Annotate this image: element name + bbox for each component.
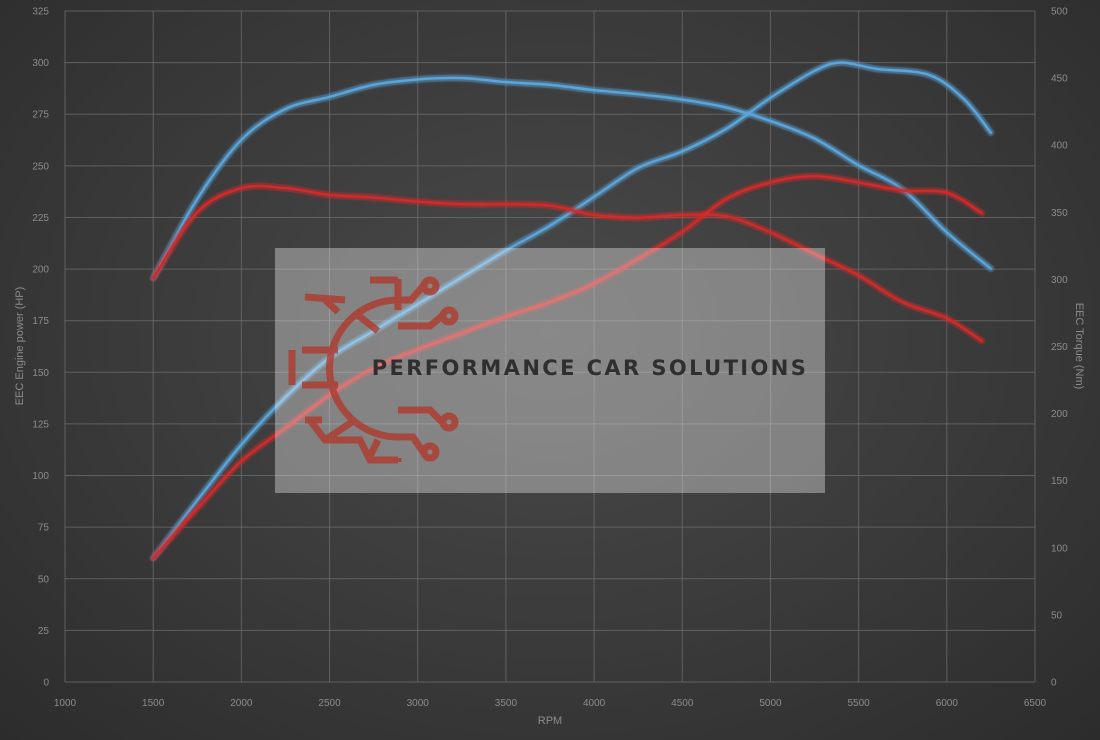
y-left-tick-label: 50: [38, 574, 50, 585]
y-right-tick-label: 500: [1051, 7, 1068, 18]
x-axis-ticks: 1000 1500 2000 2500 3000 3500 4000 4500 5000 5500…: [54, 698, 1047, 709]
y-right-tick-label: 150: [1051, 476, 1068, 487]
x-tick-label: 3000: [407, 698, 430, 709]
x-tick-label: 5500: [848, 698, 871, 709]
gear-circuit-logo-icon: [288, 276, 459, 464]
y-left-tick-label: 0: [43, 678, 49, 689]
y-right-tick-label: 400: [1051, 141, 1068, 152]
y-right-tick-label: 200: [1051, 409, 1068, 420]
y-left-tick-label: 275: [32, 110, 49, 121]
y-left-tick-label: 200: [32, 265, 49, 276]
y-right-tick-label: 450: [1051, 74, 1068, 85]
y-right-axis-title: EEC Torque (Nm): [1073, 303, 1085, 390]
x-tick-label: 1500: [142, 698, 165, 709]
y-right-axis-ticks: 0 50 100 150 200 250 300 350 400 450 500: [1051, 7, 1068, 689]
x-tick-label: 2000: [230, 698, 253, 709]
y-right-tick-label: 100: [1051, 543, 1068, 554]
y-right-tick-label: 350: [1051, 208, 1068, 219]
grid: [64, 10, 1036, 683]
x-tick-label: 6500: [1024, 698, 1047, 709]
x-tick-label: 3500: [495, 698, 518, 709]
y-left-tick-label: 25: [38, 626, 50, 637]
x-tick-label: 4000: [583, 698, 606, 709]
x-tick-label: 5000: [759, 698, 782, 709]
series-line-1: [152, 61, 993, 560]
y-left-tick-label: 100: [32, 471, 49, 482]
watermark-text: PERFORMANCE CAR SOLUTIONS: [372, 356, 809, 380]
x-tick-label: 6000: [936, 698, 959, 709]
y-left-tick-label: 125: [32, 419, 49, 430]
y-left-tick-label: 250: [32, 161, 49, 172]
y-left-axis-ticks: 0 25 50 75 100 125 150 175 200 225 250 275 300 325: [32, 7, 49, 689]
y-left-tick-label: 175: [32, 316, 49, 327]
y-right-tick-label: 300: [1051, 275, 1068, 286]
y-right-tick-label: 50: [1051, 610, 1063, 621]
series-line-4: [152, 184, 984, 343]
y-left-tick-label: 150: [32, 368, 49, 379]
series-line-2: [152, 76, 993, 280]
y-right-tick-label: 250: [1051, 342, 1068, 353]
y-left-tick-label: 300: [32, 58, 49, 69]
y-left-axis-title: EEC Engine power (HP): [14, 287, 26, 406]
y-left-tick-label: 75: [38, 523, 50, 534]
y-left-tick-label: 325: [32, 7, 49, 18]
series-line-3: [152, 174, 984, 560]
series-lines: [149, 59, 995, 562]
x-tick-label: 2500: [318, 698, 341, 709]
x-tick-label: 1000: [54, 698, 77, 709]
watermark: PERFORMANCE CAR SOLUTIONS: [275, 248, 825, 493]
x-axis-title: RPM: [538, 715, 562, 727]
y-left-tick-label: 225: [32, 213, 49, 224]
x-tick-label: 4500: [671, 698, 694, 709]
y-right-tick-label: 0: [1051, 678, 1057, 689]
